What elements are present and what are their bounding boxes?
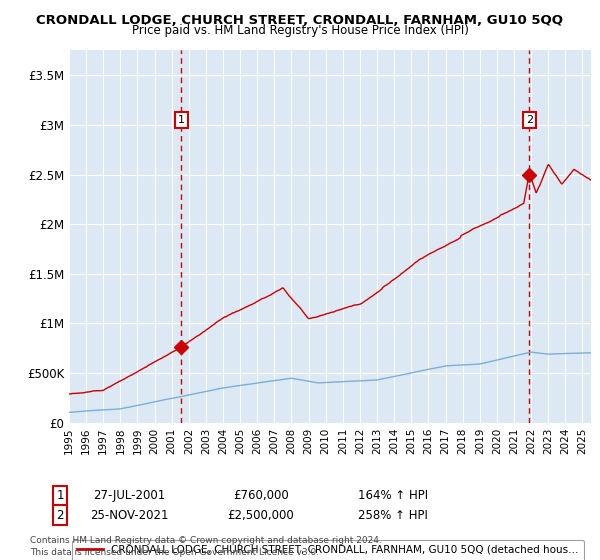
Legend: CRONDALL LODGE, CHURCH STREET, CRONDALL, FARNHAM, GU10 5QQ (detached hous…, HPI:: CRONDALL LODGE, CHURCH STREET, CRONDALL,… <box>71 540 584 560</box>
Text: 1: 1 <box>56 489 64 502</box>
Text: Contains HM Land Registry data © Crown copyright and database right 2024.
This d: Contains HM Land Registry data © Crown c… <box>30 536 382 557</box>
Text: 25-NOV-2021: 25-NOV-2021 <box>90 508 168 522</box>
Text: 258% ↑ HPI: 258% ↑ HPI <box>358 508 428 522</box>
Text: CRONDALL LODGE, CHURCH STREET, CRONDALL, FARNHAM, GU10 5QQ: CRONDALL LODGE, CHURCH STREET, CRONDALL,… <box>37 14 563 27</box>
Text: 2: 2 <box>56 508 64 522</box>
Text: £760,000: £760,000 <box>233 489 289 502</box>
Text: £2,500,000: £2,500,000 <box>227 508 295 522</box>
Text: 27-JUL-2001: 27-JUL-2001 <box>93 489 165 502</box>
Text: 164% ↑ HPI: 164% ↑ HPI <box>358 489 428 502</box>
Text: 2: 2 <box>526 115 533 125</box>
Text: 1: 1 <box>178 115 185 125</box>
Text: Price paid vs. HM Land Registry's House Price Index (HPI): Price paid vs. HM Land Registry's House … <box>131 24 469 37</box>
